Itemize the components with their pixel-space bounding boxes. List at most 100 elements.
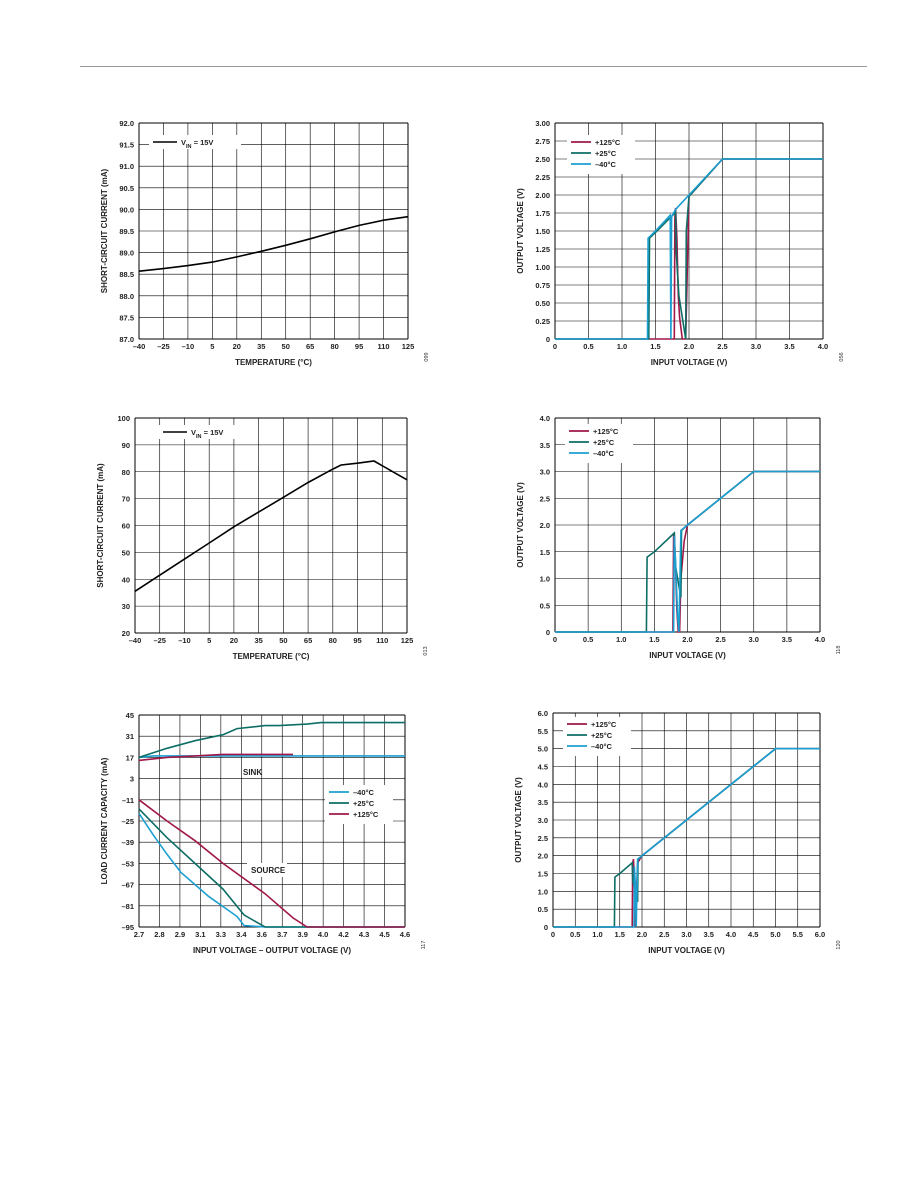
x-tick-label: 2.0 xyxy=(682,635,692,644)
y-tick-label: 87.0 xyxy=(119,335,134,344)
x-axis-label: INPUT VOLTAGE (V) xyxy=(651,358,728,367)
x-tick-label: 50 xyxy=(282,342,290,351)
annotation-source: SOURCE xyxy=(251,866,286,875)
x-tick-label: 1.5 xyxy=(649,635,659,644)
y-tick-label: 1.5 xyxy=(538,870,548,879)
y-tick-label: 0.5 xyxy=(538,905,548,914)
chart-short-circuit-vs-temp-top: –40 –25 –10 5 20 35 50 65 80 95 110 125 87.0 87.5 88.0… xyxy=(100,119,430,367)
series-line xyxy=(134,460,408,592)
y-tick-label: 91.5 xyxy=(119,141,134,150)
x-tick-label: 4.5 xyxy=(748,930,758,939)
x-tick-label: 2.5 xyxy=(717,342,727,351)
x-axis-label: INPUT VOLTAGE (V) xyxy=(648,946,725,955)
y-tick-label: 0.75 xyxy=(535,281,550,290)
y-tick-label: 90.0 xyxy=(119,205,134,214)
y-tick-label: 1.50 xyxy=(535,227,550,236)
x-tick-label: 1.5 xyxy=(615,930,625,939)
series-line xyxy=(138,215,409,272)
y-tick-label: 5.5 xyxy=(538,727,548,736)
y-tick-label: 89.5 xyxy=(119,227,134,236)
y-tick-label: 90.5 xyxy=(119,184,134,193)
y-tick-label: 1.5 xyxy=(540,548,550,557)
x-tick-label: 3.0 xyxy=(749,635,759,644)
legend-label: +25°C xyxy=(353,799,375,808)
series-line xyxy=(138,721,405,759)
x-tick-label: 4.0 xyxy=(815,635,825,644)
x-tick-label: 4.3 xyxy=(359,930,369,939)
legend-label: +125°C xyxy=(353,810,379,819)
x-tick-label: 4.2 xyxy=(338,930,348,939)
x-tick-label: 65 xyxy=(304,636,312,645)
y-axis-label: OUTPUT VOLTAGE (V) xyxy=(516,482,525,568)
y-tick-label: 40 xyxy=(122,575,130,584)
y-tick-label: 1.0 xyxy=(540,575,550,584)
y-tick-label: –39 xyxy=(121,838,134,847)
y-tick-label: 0 xyxy=(546,335,550,344)
y-tick-label: 6.0 xyxy=(538,709,548,718)
x-tick-label: 4.6 xyxy=(400,930,410,939)
y-tick-label: 2.00 xyxy=(535,191,550,200)
y-tick-label: 3.5 xyxy=(540,441,550,450)
annotation-sink: SINK xyxy=(243,768,262,777)
legend-label: –40°C xyxy=(591,742,613,751)
chart-output-vs-input-6v: 0 0.5 1.0 1.5 2.0 2.5 3.0 3.5 4.0 4.5 5.0 5.5 6.0 0 0.… xyxy=(514,709,842,955)
x-tick-label: 5 xyxy=(207,636,211,645)
series-line xyxy=(555,470,820,633)
y-tick-label: 0 xyxy=(546,628,550,637)
x-tick-label: –25 xyxy=(153,636,166,645)
y-tick-label: 91.0 xyxy=(119,162,134,171)
y-tick-label: 0.25 xyxy=(535,317,550,326)
series-line xyxy=(138,808,405,928)
x-tick-label: 5.0 xyxy=(770,930,780,939)
y-tick-label: –53 xyxy=(121,859,134,868)
x-tick-label: 2.0 xyxy=(637,930,647,939)
chart-load-current-capacity: 2.7 2.8 2.9 3.1 3.3 3.4 3.6 3.7 3.9 4.0 4.2 4.3 4.5 4… xyxy=(100,711,427,955)
y-tick-label: 88.5 xyxy=(119,270,134,279)
figure-number: 118 xyxy=(836,646,842,655)
x-tick-label: 3.5 xyxy=(784,342,794,351)
series-line xyxy=(138,812,405,928)
y-tick-label: –11 xyxy=(122,796,134,805)
y-axis-label: OUTPUT VOLTAGE (V) xyxy=(516,188,525,274)
chart-output-vs-input-4v: 0 0.5 1.0 1.5 2.0 2.5 3.0 3.5 4.0 0 0.5 1.0 1.5 2.0 2.… xyxy=(516,414,842,660)
x-tick-label: 5.5 xyxy=(793,930,803,939)
y-tick-label: 3.0 xyxy=(538,816,548,825)
legend-label: +125°C xyxy=(593,427,619,436)
x-tick-label: 2.7 xyxy=(134,930,144,939)
y-tick-label: 88.0 xyxy=(119,292,134,301)
legend-label: +125°C xyxy=(591,720,617,729)
legend-label: VIN = 15V xyxy=(181,138,213,150)
y-tick-label: 17 xyxy=(126,753,134,762)
y-tick-label: 3.5 xyxy=(538,798,548,807)
y-tick-label: 0.5 xyxy=(540,601,550,610)
y-tick-label: 5.0 xyxy=(538,745,548,754)
series-line xyxy=(555,158,823,340)
y-tick-label: 87.5 xyxy=(119,313,134,322)
y-tick-label: 2.75 xyxy=(535,137,550,146)
x-tick-label: 2.8 xyxy=(154,930,164,939)
x-axis-label: INPUT VOLTAGE – OUTPUT VOLTAGE (V) xyxy=(193,946,351,955)
legend-label: –40°C xyxy=(595,160,617,169)
y-tick-label: 50 xyxy=(122,548,130,557)
legend-label: VIN = 15V xyxy=(191,428,223,440)
y-tick-label: 1.0 xyxy=(538,887,548,896)
legend-box xyxy=(159,425,251,439)
figure-number: 117 xyxy=(421,941,427,950)
x-tick-label: 3.4 xyxy=(236,930,247,939)
chart-short-circuit-vs-temp-middle: –40 –25 –10 5 20 35 50 65 80 95 110 125 20 30 40 50 60 70… xyxy=(96,414,429,661)
y-tick-label: 2.25 xyxy=(535,173,550,182)
x-tick-label: –10 xyxy=(178,636,191,645)
x-tick-label: –10 xyxy=(182,342,195,351)
figure-number: 013 xyxy=(423,646,429,655)
y-tick-label: 80 xyxy=(122,468,130,477)
x-tick-label: 1.0 xyxy=(616,635,626,644)
x-tick-label: 35 xyxy=(254,636,262,645)
x-tick-label: 0 xyxy=(553,635,557,644)
x-tick-label: 80 xyxy=(329,636,337,645)
y-tick-label: 2.0 xyxy=(538,852,548,861)
y-tick-label: 60 xyxy=(122,522,130,531)
x-tick-label: 4.5 xyxy=(379,930,389,939)
x-tick-label: 125 xyxy=(401,636,414,645)
figure-number: 056 xyxy=(839,352,845,361)
x-axis-label: TEMPERATURE (°C) xyxy=(235,358,312,367)
